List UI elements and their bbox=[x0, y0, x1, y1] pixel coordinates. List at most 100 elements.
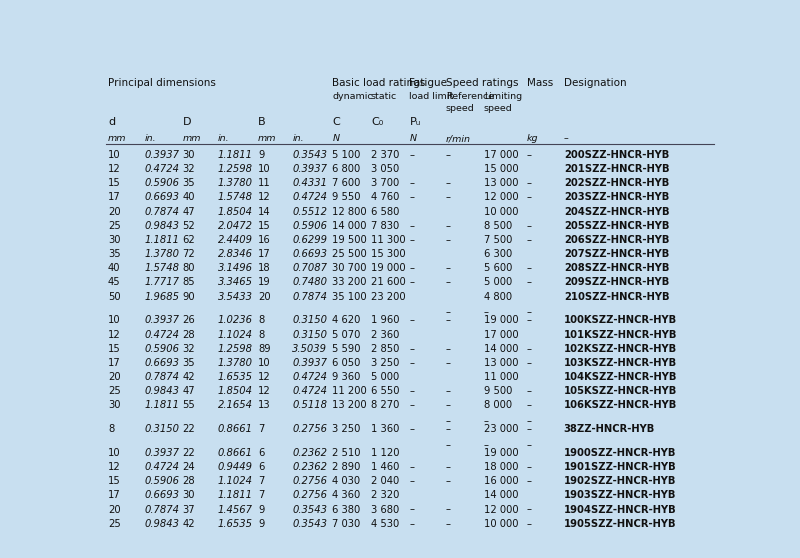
Text: 209SZZ-HNCR-HYB: 209SZZ-HNCR-HYB bbox=[564, 277, 669, 287]
Text: –: – bbox=[410, 462, 414, 472]
Text: 1.1024: 1.1024 bbox=[218, 476, 253, 486]
Text: –: – bbox=[410, 277, 414, 287]
Text: 15: 15 bbox=[108, 476, 121, 486]
Text: 3.5433: 3.5433 bbox=[218, 292, 253, 302]
Text: 0.3937: 0.3937 bbox=[292, 164, 327, 174]
Text: 0.9843: 0.9843 bbox=[145, 519, 180, 529]
Text: –: – bbox=[446, 401, 451, 411]
Text: Principal dimensions: Principal dimensions bbox=[108, 78, 216, 88]
Text: –: – bbox=[446, 424, 451, 434]
Text: static: static bbox=[371, 92, 397, 101]
Text: 0.3937: 0.3937 bbox=[145, 448, 180, 458]
Text: 23 000: 23 000 bbox=[484, 424, 518, 434]
Text: in.: in. bbox=[292, 134, 304, 143]
Text: 204SZZ-HNCR-HYB: 204SZZ-HNCR-HYB bbox=[564, 206, 670, 217]
Text: –: – bbox=[446, 315, 451, 325]
Text: 16 000: 16 000 bbox=[484, 476, 518, 486]
Text: –: – bbox=[446, 504, 451, 514]
Text: 2.4409: 2.4409 bbox=[218, 235, 253, 245]
Text: 1.8504: 1.8504 bbox=[218, 206, 253, 217]
Text: 18 000: 18 000 bbox=[484, 462, 518, 472]
Text: 0.2756: 0.2756 bbox=[292, 490, 327, 501]
Text: 3 680: 3 680 bbox=[371, 504, 399, 514]
Text: –: – bbox=[410, 178, 414, 188]
Text: 0.3150: 0.3150 bbox=[292, 330, 327, 340]
Text: 0.9843: 0.9843 bbox=[145, 386, 180, 396]
Text: 0.3150: 0.3150 bbox=[145, 424, 180, 434]
Text: 200SZZ-HNCR-HYB: 200SZZ-HNCR-HYB bbox=[564, 150, 669, 160]
Text: 18: 18 bbox=[258, 263, 270, 273]
Text: 17 000: 17 000 bbox=[484, 330, 518, 340]
Text: 4 620: 4 620 bbox=[333, 315, 361, 325]
Text: 1.3780: 1.3780 bbox=[218, 178, 253, 188]
Text: 35 100: 35 100 bbox=[333, 292, 367, 302]
Text: 1.5748: 1.5748 bbox=[145, 263, 180, 273]
Text: –: – bbox=[526, 462, 531, 472]
Text: 7: 7 bbox=[258, 424, 265, 434]
Text: 10: 10 bbox=[108, 448, 121, 458]
Text: 0.3150: 0.3150 bbox=[292, 315, 327, 325]
Text: 12: 12 bbox=[108, 164, 121, 174]
Text: –: – bbox=[526, 358, 531, 368]
Text: 1.1024: 1.1024 bbox=[218, 330, 253, 340]
Text: 1 360: 1 360 bbox=[371, 424, 399, 434]
Text: 1901SZZ-HNCR-HYB: 1901SZZ-HNCR-HYB bbox=[564, 462, 676, 472]
Text: 9 360: 9 360 bbox=[333, 372, 361, 382]
Text: 20: 20 bbox=[108, 206, 121, 217]
Text: 2.1654: 2.1654 bbox=[218, 401, 253, 411]
Text: dynamic: dynamic bbox=[333, 92, 373, 101]
Text: 11 000: 11 000 bbox=[484, 372, 518, 382]
Text: –: – bbox=[446, 193, 451, 203]
Text: 8 270: 8 270 bbox=[371, 401, 399, 411]
Text: Mass: Mass bbox=[526, 78, 553, 88]
Text: 72: 72 bbox=[182, 249, 195, 259]
Text: 1.7717: 1.7717 bbox=[145, 277, 180, 287]
Text: –: – bbox=[526, 221, 531, 231]
Text: speed: speed bbox=[484, 104, 513, 113]
Text: 15: 15 bbox=[108, 344, 121, 354]
Text: 0.3543: 0.3543 bbox=[292, 519, 327, 529]
Text: 15 000: 15 000 bbox=[484, 164, 518, 174]
Text: –: – bbox=[446, 263, 451, 273]
Text: 0.6693: 0.6693 bbox=[292, 249, 327, 259]
Text: 5 000: 5 000 bbox=[484, 277, 512, 287]
Text: D: D bbox=[182, 117, 191, 127]
Text: 0.5906: 0.5906 bbox=[145, 344, 180, 354]
Text: –: – bbox=[410, 386, 414, 396]
Text: 3 050: 3 050 bbox=[371, 164, 399, 174]
Text: 8: 8 bbox=[108, 424, 114, 434]
Text: –: – bbox=[410, 344, 414, 354]
Text: –: – bbox=[446, 277, 451, 287]
Text: 6 800: 6 800 bbox=[333, 164, 361, 174]
Text: 3.5039: 3.5039 bbox=[292, 344, 327, 354]
Text: mm: mm bbox=[108, 134, 126, 143]
Text: –: – bbox=[410, 401, 414, 411]
Text: 2 360: 2 360 bbox=[371, 330, 399, 340]
Text: 0.4724: 0.4724 bbox=[145, 330, 180, 340]
Text: 1.1811: 1.1811 bbox=[218, 150, 253, 160]
Text: 45: 45 bbox=[108, 277, 121, 287]
Text: 2 510: 2 510 bbox=[333, 448, 361, 458]
Text: mm: mm bbox=[258, 134, 277, 143]
Text: 10: 10 bbox=[108, 315, 121, 325]
Text: 5 100: 5 100 bbox=[333, 150, 361, 160]
Text: 1.2598: 1.2598 bbox=[218, 164, 253, 174]
Text: 1900SZZ-HNCR-HYB: 1900SZZ-HNCR-HYB bbox=[564, 448, 676, 458]
Text: 0.5118: 0.5118 bbox=[292, 401, 327, 411]
Text: 12: 12 bbox=[108, 330, 121, 340]
Text: –: – bbox=[410, 221, 414, 231]
Text: 12: 12 bbox=[108, 462, 121, 472]
Text: C: C bbox=[333, 117, 340, 127]
Text: 0.5512: 0.5512 bbox=[292, 206, 327, 217]
Text: 16: 16 bbox=[258, 235, 271, 245]
Text: 3.3465: 3.3465 bbox=[218, 277, 253, 287]
Text: 202SZZ-HNCR-HYB: 202SZZ-HNCR-HYB bbox=[564, 178, 669, 188]
Text: 30: 30 bbox=[182, 490, 195, 501]
Text: 0.5906: 0.5906 bbox=[292, 221, 327, 231]
Text: –: – bbox=[410, 358, 414, 368]
Text: 14: 14 bbox=[258, 206, 270, 217]
Text: –: – bbox=[484, 416, 489, 426]
Text: 0.8661: 0.8661 bbox=[218, 448, 253, 458]
Text: 7 600: 7 600 bbox=[333, 178, 361, 188]
Text: 4 360: 4 360 bbox=[333, 490, 361, 501]
